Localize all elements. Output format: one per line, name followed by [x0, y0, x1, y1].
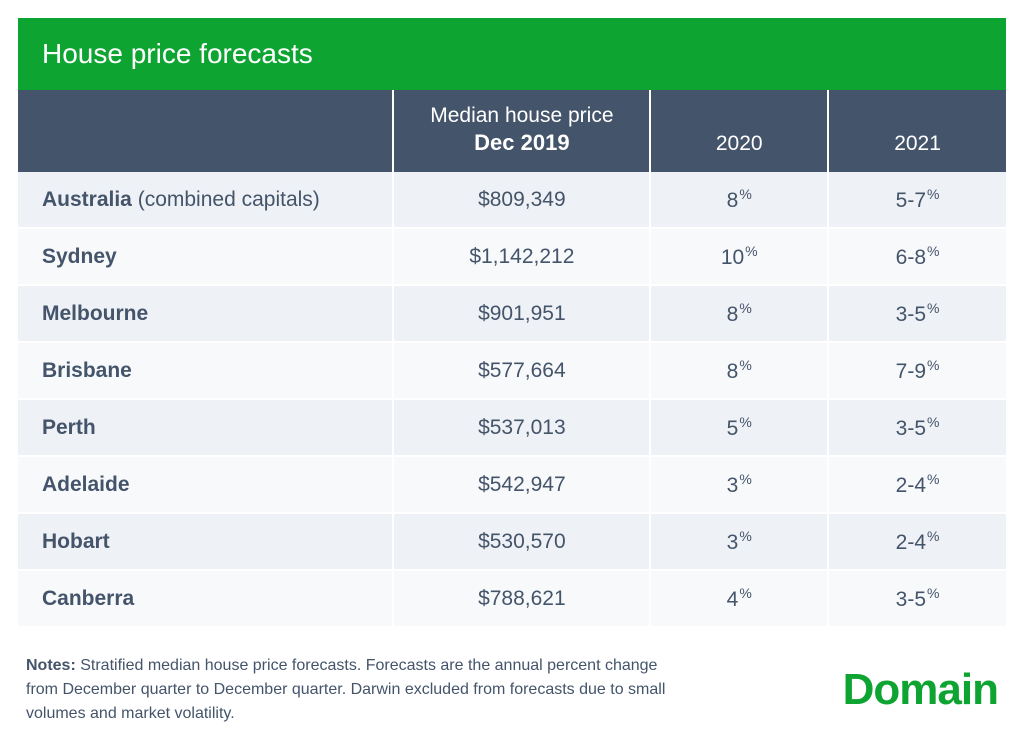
notes-text: Stratified median house price forecasts.…: [26, 657, 665, 722]
forecast-2020-cell: 8%: [650, 342, 828, 399]
notes-label: Notes:: [26, 657, 80, 674]
location-cell: Sydney: [18, 228, 393, 285]
table-row: Canberra$788,6214%3-5%: [18, 570, 1006, 627]
table-row: Brisbane$577,6648%7-9%: [18, 342, 1006, 399]
table-row: Perth$537,0135%3-5%: [18, 399, 1006, 456]
location-cell: Adelaide: [18, 456, 393, 513]
forecast-2020-cell: 3%: [650, 456, 828, 513]
price-cell: $537,013: [393, 399, 650, 456]
forecast-2020-cell: 4%: [650, 570, 828, 627]
price-cell: $809,349: [393, 172, 650, 228]
location-cell: Australia (combined capitals): [18, 172, 393, 228]
location-cell: Melbourne: [18, 285, 393, 342]
domain-logo: Domain: [843, 665, 998, 715]
location-cell: Canberra: [18, 570, 393, 627]
table-row: Adelaide$542,9473%2-4%: [18, 456, 1006, 513]
title-bar: House price forecasts: [18, 18, 1006, 90]
table-header: Median house price Dec 2019 2020 2021: [18, 90, 1006, 172]
forecast-2021-cell: 3-5%: [828, 285, 1006, 342]
forecast-2020-cell: 3%: [650, 513, 828, 570]
price-cell: $542,947: [393, 456, 650, 513]
forecast-2020-cell: 10%: [650, 228, 828, 285]
price-cell: $577,664: [393, 342, 650, 399]
price-cell: $901,951: [393, 285, 650, 342]
table-row: Australia (combined capitals)$809,3498%5…: [18, 172, 1006, 228]
table-body: Australia (combined capitals)$809,3498%5…: [18, 172, 1006, 627]
header-2020: 2020: [650, 90, 828, 172]
forecast-2021-cell: 6-8%: [828, 228, 1006, 285]
location-cell: Hobart: [18, 513, 393, 570]
location-cell: Perth: [18, 399, 393, 456]
header-price-line1: Median house price: [430, 104, 613, 127]
header-price: Median house price Dec 2019: [393, 90, 650, 172]
forecast-2021-cell: 3-5%: [828, 399, 1006, 456]
title-text: House price forecasts: [42, 38, 313, 69]
header-price-line2: Dec 2019: [404, 130, 639, 156]
price-cell: $1,142,212: [393, 228, 650, 285]
table-row: Melbourne$901,9518%3-5%: [18, 285, 1006, 342]
header-2021: 2021: [828, 90, 1006, 172]
forecast-2020-cell: 8%: [650, 285, 828, 342]
forecast-2021-cell: 7-9%: [828, 342, 1006, 399]
forecast-2021-cell: 5-7%: [828, 172, 1006, 228]
notes: Notes: Stratified median house price for…: [26, 654, 666, 726]
location-cell: Brisbane: [18, 342, 393, 399]
table-row: Sydney$1,142,21210%6-8%: [18, 228, 1006, 285]
forecast-2020-cell: 8%: [650, 172, 828, 228]
price-cell: $530,570: [393, 513, 650, 570]
forecast-2020-cell: 5%: [650, 399, 828, 456]
table-row: Hobart$530,5703%2-4%: [18, 513, 1006, 570]
forecast-2021-cell: 2-4%: [828, 513, 1006, 570]
logo-text: Domain: [843, 665, 998, 714]
price-cell: $788,621: [393, 570, 650, 627]
forecast-2021-cell: 2-4%: [828, 456, 1006, 513]
footer: Notes: Stratified median house price for…: [18, 628, 1006, 734]
forecast-table: Median house price Dec 2019 2020 2021 Au…: [18, 90, 1006, 628]
header-blank: [18, 90, 393, 172]
forecast-2021-cell: 3-5%: [828, 570, 1006, 627]
forecast-card: House price forecasts Median house price…: [18, 18, 1006, 734]
